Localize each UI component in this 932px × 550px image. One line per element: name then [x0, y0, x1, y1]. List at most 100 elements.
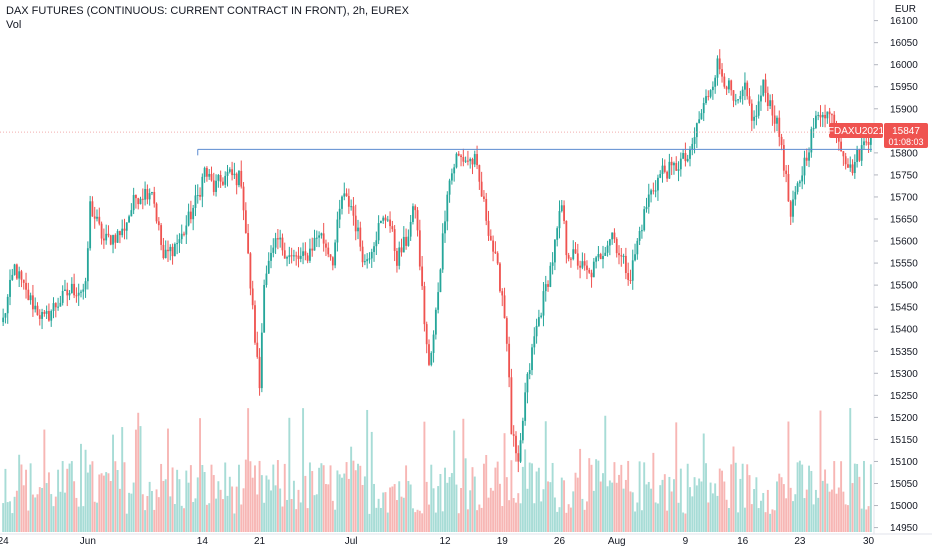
volume-bar — [187, 482, 190, 532]
candle-body — [396, 250, 398, 266]
y-tick-label: 15000 — [890, 501, 918, 512]
candle-body — [226, 171, 229, 176]
candle-body — [805, 157, 808, 161]
candle-body — [725, 86, 728, 90]
volume-bar — [853, 463, 856, 532]
candle-body — [114, 235, 117, 243]
candle-body — [418, 230, 421, 267]
candle-body — [160, 225, 163, 245]
candle-body — [155, 203, 158, 222]
candle-body — [670, 161, 673, 166]
volume-bar — [430, 464, 433, 532]
candle-body — [629, 279, 632, 281]
volume-bar — [237, 464, 240, 532]
candle-body — [29, 295, 32, 301]
candle-body — [290, 255, 293, 257]
candle-body — [325, 243, 327, 248]
volume-bar — [409, 484, 412, 532]
volume-bar — [75, 497, 78, 532]
candle-body — [407, 236, 410, 246]
candle-body — [366, 259, 369, 262]
candle-body — [684, 153, 687, 162]
volume-bar — [13, 496, 16, 532]
candle-body — [597, 253, 600, 258]
candle-body — [329, 254, 332, 258]
candle-body — [27, 289, 30, 301]
candle-body — [810, 129, 813, 153]
volume-bar — [556, 511, 559, 532]
candle-body — [322, 233, 325, 244]
volume-bar — [686, 463, 689, 532]
candle-body — [343, 193, 346, 197]
volume-bar — [84, 449, 87, 532]
candle-body — [824, 114, 826, 119]
volume-bar — [52, 506, 55, 532]
candle-body — [691, 143, 694, 149]
candle-body — [867, 141, 870, 145]
candle-body — [91, 201, 94, 217]
candle-body — [492, 240, 495, 252]
volume-bar — [418, 510, 421, 532]
volume-bar — [814, 489, 817, 532]
candle-body — [657, 177, 659, 191]
candle-body — [851, 164, 854, 174]
candle-body — [515, 435, 517, 454]
candle-body — [13, 264, 16, 275]
candle-body — [15, 264, 18, 279]
candle-body — [267, 260, 270, 274]
volume-bar — [643, 462, 646, 532]
y-tick-label: 15250 — [890, 391, 918, 402]
candle-body — [567, 255, 570, 259]
candle-body — [128, 216, 130, 223]
candle-body — [80, 291, 82, 293]
volume-bar — [45, 483, 48, 532]
volume-bar — [2, 503, 5, 532]
candle-body — [263, 284, 266, 333]
volume-bar — [808, 465, 811, 532]
candle-body — [776, 117, 778, 124]
volume-bar — [489, 487, 492, 532]
volume-bar — [128, 492, 131, 532]
candle-body — [251, 288, 254, 306]
volume-bar — [453, 430, 456, 532]
volume-bar — [178, 479, 181, 532]
candle-body — [304, 251, 307, 256]
candle-body — [313, 237, 316, 251]
candle-body — [36, 305, 39, 316]
candle-body — [576, 253, 579, 266]
volume-bar — [501, 506, 504, 532]
candle-body — [448, 180, 451, 195]
candle-body — [258, 356, 261, 389]
y-tick-label: 16100 — [890, 16, 918, 27]
candle-body — [469, 158, 472, 162]
candle-body — [306, 255, 309, 261]
candle-body — [102, 238, 105, 241]
candle-body — [803, 157, 806, 176]
volume-bar — [759, 500, 762, 532]
volume-bar — [155, 489, 158, 532]
volume-bar — [446, 482, 449, 532]
candle-body — [599, 253, 602, 260]
volume-bar — [510, 460, 513, 532]
candle-body — [499, 263, 501, 292]
candle-body — [208, 173, 211, 177]
volume-bar — [714, 483, 717, 532]
candle-body — [105, 233, 108, 241]
candle-body — [70, 283, 73, 293]
volume-bar — [315, 494, 318, 532]
volume-bar — [288, 417, 291, 532]
candle-body — [574, 249, 577, 254]
candle-body — [31, 295, 34, 310]
candle-body — [334, 242, 337, 266]
candle-body — [707, 96, 710, 98]
volume-bar — [183, 508, 185, 532]
volume-bar — [343, 473, 346, 532]
volume-bar — [96, 502, 98, 532]
volume-bar — [748, 475, 751, 532]
volume-bar — [798, 460, 801, 532]
candle-body — [693, 137, 696, 144]
volume-bar — [478, 504, 481, 532]
volume-bar — [595, 459, 598, 532]
